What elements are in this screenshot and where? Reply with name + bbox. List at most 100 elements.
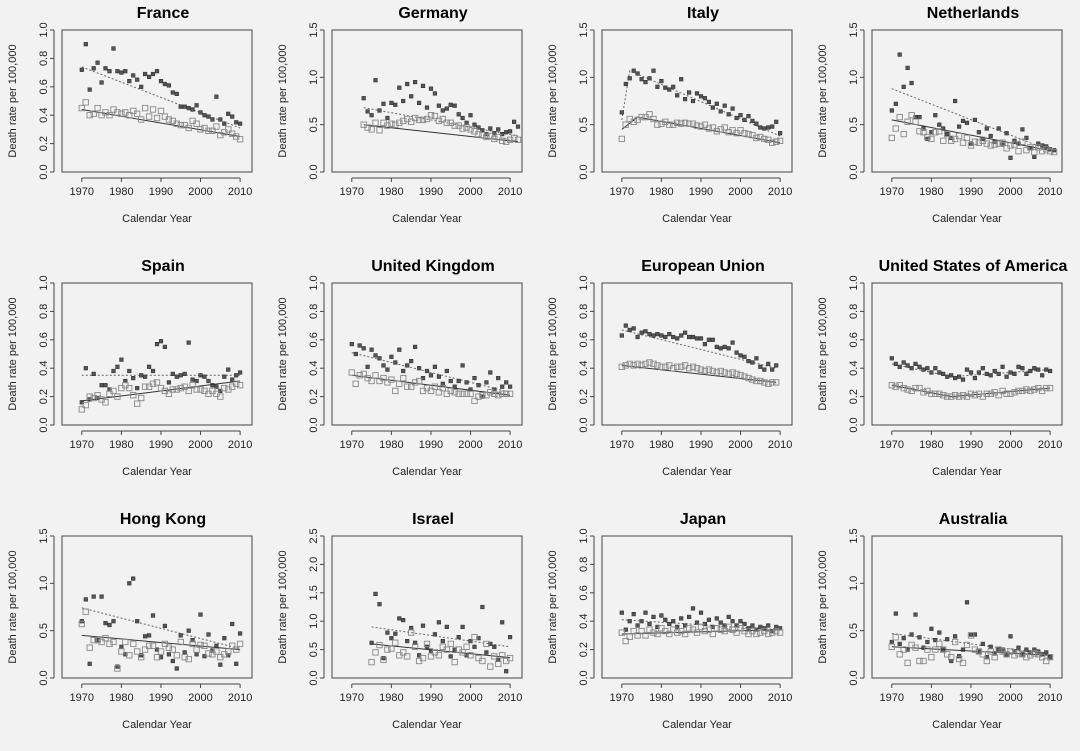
data-point-filled xyxy=(131,376,136,381)
data-point-filled xyxy=(373,353,378,358)
y-tick-label: 0.2 xyxy=(578,642,590,657)
data-point-open xyxy=(983,140,990,147)
data-point-filled xyxy=(357,343,362,348)
data-point-open xyxy=(1050,148,1058,156)
chart-svg: European Union 0.0 0.2 0.4 0.6 0.8 1.0 1970 1980… xyxy=(547,258,793,478)
data-point-filled xyxy=(734,350,739,355)
data-point-filled xyxy=(452,103,457,108)
data-point-open xyxy=(896,651,903,658)
data-point-filled xyxy=(226,111,231,116)
y-tick-label: 0.0 xyxy=(848,417,860,432)
data-point-filled xyxy=(945,132,950,137)
data-point-open xyxy=(757,629,764,636)
data-point-open xyxy=(213,648,220,655)
data-point-filled xyxy=(154,647,160,652)
y-tick-label: 0.0 xyxy=(578,417,590,432)
data-point-open xyxy=(654,630,661,638)
data-point-open xyxy=(959,392,967,399)
data-point-filled xyxy=(976,370,982,375)
data-point-open xyxy=(920,129,927,136)
x-tick-label: 1970 xyxy=(70,186,94,198)
data-point-open xyxy=(443,119,450,126)
data-point-filled xyxy=(174,374,179,379)
data-point-filled xyxy=(968,141,974,146)
data-point-filled xyxy=(222,121,227,126)
data-point-open xyxy=(98,638,105,646)
data-point-filled xyxy=(738,113,743,118)
chart-svg: United Kingdom 0.0 0.2 0.4 0.6 0.8 1.0 1970 1980… xyxy=(277,258,523,478)
data-point-filled xyxy=(377,602,382,607)
data-point-open xyxy=(995,140,1002,147)
data-point-open xyxy=(888,643,895,650)
data-point-filled xyxy=(754,356,759,361)
x-axis-label: Calendar Year xyxy=(392,719,462,731)
data-point-filled xyxy=(893,361,898,366)
data-point-filled xyxy=(659,333,664,338)
data-point-filled xyxy=(953,98,958,104)
data-point-filled xyxy=(647,332,652,337)
data-point-filled xyxy=(623,323,628,328)
data-point-filled xyxy=(226,367,231,372)
data-point-open xyxy=(94,636,101,644)
y-axis-label: Death rate per 100,000 xyxy=(817,297,829,410)
x-tick-label: 1980 xyxy=(649,692,673,704)
data-point-open xyxy=(435,389,443,396)
x-tick-label: 2010 xyxy=(1038,439,1062,451)
data-point-filled xyxy=(1000,364,1005,369)
data-point-open xyxy=(642,632,649,639)
data-point-open xyxy=(701,627,709,635)
data-point-open xyxy=(408,383,415,390)
data-point-filled xyxy=(401,98,406,104)
y-tick-label: 0.5 xyxy=(308,642,320,657)
y-tick-label: 0.0 xyxy=(308,670,320,685)
data-point-filled xyxy=(762,126,767,131)
data-point-filled xyxy=(238,370,243,375)
data-point-open xyxy=(999,139,1006,146)
data-point-open xyxy=(916,128,923,135)
data-point-filled xyxy=(87,87,92,92)
data-point-filled xyxy=(409,359,414,364)
y-tick-label: 0.0 xyxy=(578,670,590,685)
data-point-open xyxy=(114,393,121,400)
y-tick-label: 0.5 xyxy=(578,117,590,132)
data-point-filled xyxy=(107,622,112,628)
y-tick-label: 1.0 xyxy=(38,576,50,591)
data-point-open xyxy=(705,366,713,373)
data-point-open xyxy=(697,123,705,130)
data-point-filled xyxy=(448,378,453,384)
plot-frame xyxy=(601,29,793,173)
data-point-filled xyxy=(95,60,100,65)
data-point-filled xyxy=(679,616,684,621)
data-point-filled xyxy=(627,327,632,332)
data-point-filled xyxy=(675,336,680,341)
data-point-filled xyxy=(103,66,108,71)
data-point-filled xyxy=(476,125,481,130)
data-point-filled xyxy=(980,366,985,371)
data-point-filled xyxy=(440,108,445,113)
data-point-filled xyxy=(444,624,449,629)
data-point-open xyxy=(666,121,673,128)
data-point-filled xyxy=(385,367,390,372)
data-point-open xyxy=(169,646,176,653)
y-tick-label: 0.2 xyxy=(38,136,50,151)
y-tick-label: 0.0 xyxy=(308,417,320,432)
data-point-open xyxy=(888,134,895,142)
data-point-filled xyxy=(373,591,378,596)
data-point-filled xyxy=(158,339,164,344)
data-point-open xyxy=(681,630,689,638)
data-point-open xyxy=(995,392,1002,399)
data-point-filled xyxy=(166,380,172,385)
data-point-open xyxy=(427,653,435,660)
x-tick-label: 2000 xyxy=(458,439,482,451)
data-point-filled xyxy=(1016,364,1021,369)
data-point-open xyxy=(471,633,478,641)
data-point-open xyxy=(693,629,701,636)
data-point-filled xyxy=(234,661,239,666)
trend-line-solid xyxy=(81,634,241,651)
data-point-filled xyxy=(468,113,473,118)
data-point-filled xyxy=(460,624,465,629)
data-point-open xyxy=(380,374,387,382)
data-point-open xyxy=(733,629,740,636)
x-tick-label: 1980 xyxy=(109,186,133,198)
data-point-filled xyxy=(413,640,418,645)
